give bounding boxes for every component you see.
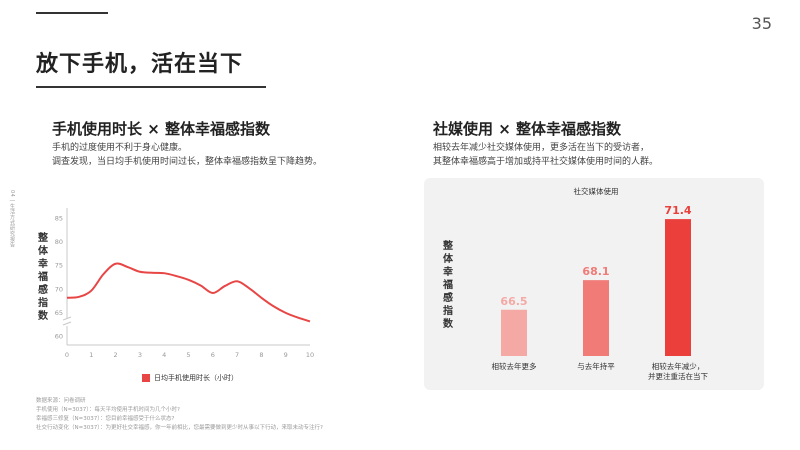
y-tick-label: 65 <box>55 309 63 317</box>
bar-value-label: 68.1 <box>582 265 609 278</box>
side-note: 04 | 生活方式研究报告 <box>9 190 15 248</box>
right-desc-line-1: 相较去年减少社交媒体使用，更多活在当下的受访者， <box>433 143 650 153</box>
bar-category-label: 相较去年减少， <box>652 361 705 371</box>
x-tick-label: 3 <box>138 351 142 359</box>
line-chart-ylabel: 整体幸福感指数 <box>38 233 48 322</box>
y-tick-label: 70 <box>55 285 63 293</box>
x-tick-label: 1 <box>89 351 93 359</box>
right-desc-line-2: 其整体幸福感高于增加或持平社交媒体使用时间的人群。 <box>433 157 659 167</box>
footnotes: 数据来源：问卷调研 手机使用（N=3037）：每天平均使用手机时间为几个小时? … <box>36 397 323 433</box>
x-tick-label: 2 <box>114 351 118 359</box>
legend-swatch <box>142 374 150 382</box>
page-number: 35 <box>751 14 772 33</box>
x-tick-label: 9 <box>284 351 288 359</box>
bar-chart-ylabel: 整体幸福感指数 <box>443 241 453 330</box>
bar <box>583 280 609 356</box>
bar <box>665 219 691 356</box>
bar-category-label: 并更注重活在当下 <box>648 371 708 381</box>
y-axis-break-icon <box>62 316 72 326</box>
footnote-line: 幸福感三修复（N=3037）：您目前幸福感受于什么状态? <box>36 416 175 422</box>
right-section-desc: 相较去年减少社交媒体使用，更多活在当下的受访者， 其整体幸福感高于增加或持平社交… <box>433 141 658 169</box>
x-tick-label: 5 <box>186 351 190 359</box>
line-chart: 60 65 70 75 80 85 0 1 2 3 4 5 6 7 8 9 10 <box>55 208 314 359</box>
page-title: 放下手机，活在当下 <box>36 52 244 77</box>
bar-value-label: 71.4 <box>664 204 691 217</box>
x-tick-label: 8 <box>259 351 263 359</box>
footnote-line: 数据来源：问卷调研 <box>36 398 86 404</box>
bar-value-label: 66.5 <box>500 295 527 308</box>
x-tick-label: 6 <box>211 351 215 359</box>
bar-chart: 社交媒体使用 66.5 相较去年更多 68.1 与去年持平 71.4 相较去年减少，并更注重… <box>492 186 709 381</box>
y-tick-label: 75 <box>55 262 63 270</box>
bar-category-label: 与去年持平 <box>577 361 615 371</box>
y-tick-label: 85 <box>55 214 63 222</box>
y-tick-label: 60 <box>55 333 63 341</box>
x-tick-label: 7 <box>235 351 239 359</box>
footnote-line: 手机使用（N=3037）：每天平均使用手机时间为几个小时? <box>36 407 180 413</box>
footnote-line: 社交行动变化（N=3037）：为更好社交幸福感，你一年前相比，您最需要做到更少时… <box>36 425 323 431</box>
left-section-title: 手机使用时长 × 整体幸福感指数 <box>52 120 271 138</box>
x-tick-label: 10 <box>306 351 314 359</box>
x-tick-label: 0 <box>65 351 69 359</box>
right-section-title: 社媒使用 × 整体幸福感指数 <box>433 120 622 138</box>
top-rule <box>36 12 108 14</box>
series-line <box>66 262 311 323</box>
legend-label: 日均手机使用时长（小时） <box>154 374 238 382</box>
left-section-desc: 手机的过度使用不利于身心健康。 调查发现，当日均手机使用时间过长，整体幸福感指数… <box>52 141 322 169</box>
bar <box>501 309 527 356</box>
left-desc-line-1: 手机的过度使用不利于身心健康。 <box>52 143 188 153</box>
bar-chart-title: 社交媒体使用 <box>574 186 619 196</box>
bar-category-label: 相较去年更多 <box>492 361 537 371</box>
y-tick-label: 80 <box>55 238 63 246</box>
line-chart-legend: 日均手机使用时长（小时） <box>142 373 238 383</box>
title-rule <box>36 86 266 88</box>
x-tick-label: 4 <box>162 351 166 359</box>
left-desc-line-2: 调查发现，当日均手机使用时间过长，整体幸福感指数呈下降趋势。 <box>52 157 323 167</box>
